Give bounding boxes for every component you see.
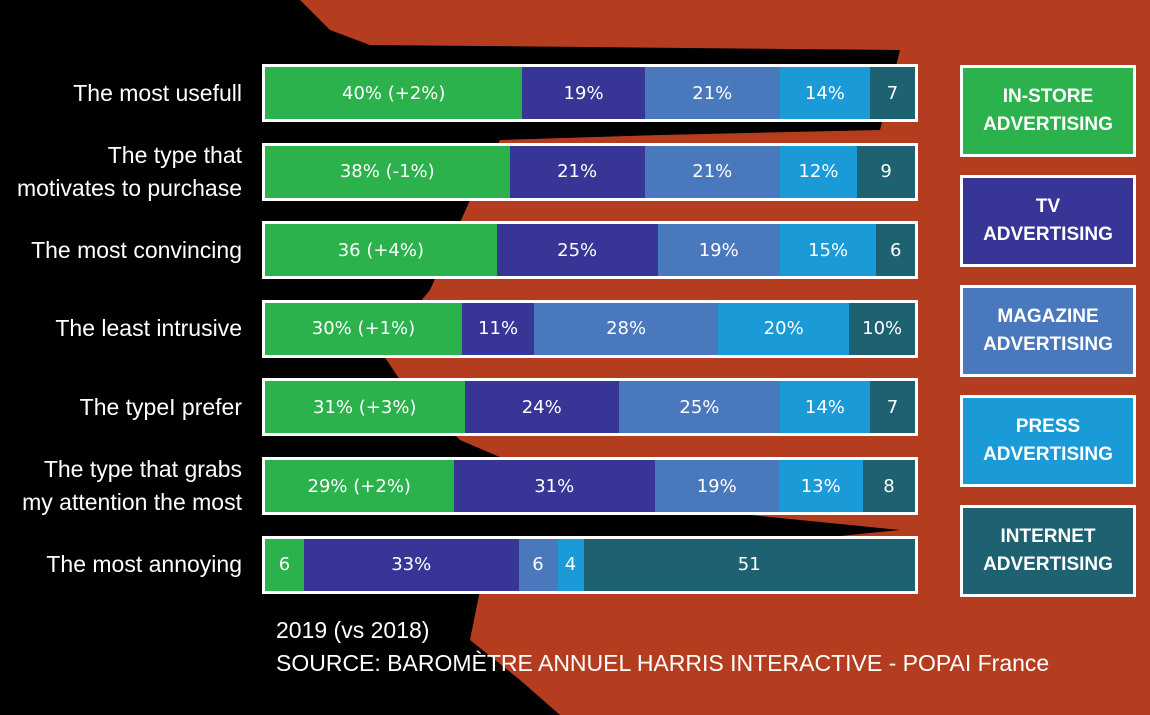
- legend-label: PRESS: [1015, 416, 1081, 437]
- row-label-line: my attention the most: [22, 489, 242, 515]
- bar-segment: 8: [863, 460, 915, 512]
- bar-segment: 19%: [655, 460, 779, 512]
- bar-segment: 4: [557, 538, 584, 591]
- legend-label: ADVERTISING: [983, 334, 1113, 355]
- bar-segment: 30% (+1%): [265, 302, 462, 355]
- bar-segment: 6: [518, 538, 558, 591]
- stacked-bar: 40% (+2%) 19% 21% 14% 7: [262, 64, 918, 122]
- row-label-line: The typeI prefer: [79, 393, 242, 420]
- bar-segment: 31%: [453, 460, 655, 512]
- bar-segment: 19%: [657, 224, 780, 277]
- stacked-bar: 30% (+1%) 11% 28% 20% 10%: [262, 299, 918, 358]
- bar-segment: 25%: [618, 381, 780, 434]
- stacked-bar: 31% (+3%) 24% 25% 14% 7: [262, 378, 918, 437]
- row-label: The most convincing: [0, 234, 242, 267]
- row-label: The most usefull: [0, 77, 242, 110]
- legend-item: TV ADVERTISING: [960, 175, 1136, 267]
- row-label-line: The most convincing: [31, 236, 242, 263]
- row-label: The most annoying: [0, 548, 242, 581]
- stacked-bar: 29% (+2%) 31% 19% 13% 8: [262, 457, 918, 515]
- bar-segment: 11%: [461, 302, 535, 355]
- bar-segment: 21%: [509, 145, 645, 198]
- bar-segment: 6: [876, 224, 915, 277]
- bar-segment: 7: [869, 381, 915, 434]
- bar-segment: 38% (-1%): [265, 145, 510, 198]
- legend-label: ADVERTISING: [983, 224, 1113, 245]
- bar-segment: 12%: [779, 145, 858, 198]
- row-label-line: The most annoying: [46, 551, 242, 578]
- bar-segment: 15%: [779, 224, 877, 277]
- bar-segment: 7: [869, 67, 915, 119]
- stacked-bar: 6 33% 6 4 51: [262, 535, 918, 594]
- bar-segment: 21%: [644, 145, 780, 198]
- legend-label: ADVERTISING: [983, 554, 1113, 575]
- legend-label: INTERNET: [1000, 526, 1096, 547]
- row-label: The type that motivates to purchase: [0, 139, 242, 205]
- bar-segment: 28%: [534, 302, 719, 355]
- bar-segment: 6: [265, 538, 304, 591]
- row-label-line: The least intrusive: [55, 315, 242, 342]
- bar-segment: 25%: [496, 224, 658, 277]
- row-label-line: The most usefull: [73, 79, 242, 106]
- row-label-line: The type that grabs: [43, 456, 242, 482]
- bar-segment: 31% (+3%): [265, 381, 465, 434]
- bar-segment: 21%: [644, 67, 780, 119]
- legend-label: ADVERTISING: [983, 444, 1113, 465]
- legend-item: INTERNET ADVERTISING: [960, 505, 1136, 597]
- stacked-bar: 38% (-1%) 21% 21% 12% 9: [262, 142, 918, 201]
- bar-segment: 24%: [464, 381, 619, 434]
- legend-label: IN-STORE: [1002, 86, 1094, 107]
- bar-segment: 9: [857, 145, 916, 198]
- row-label-line: motivates to purchase: [16, 174, 242, 201]
- bar-segment: 20%: [718, 302, 850, 355]
- bar-segment: 51: [583, 538, 915, 591]
- legend-item: MAGAZINE ADVERTISING: [960, 285, 1136, 377]
- row-label: The typeI prefer: [0, 391, 242, 424]
- bar-segment: 40% (+2%): [265, 67, 523, 119]
- legend-label: ADVERTISING: [983, 114, 1113, 135]
- bar-segment: 14%: [779, 381, 870, 434]
- legend-label: TV: [1035, 196, 1061, 217]
- stacked-bar: 36 (+4%) 25% 19% 15% 6: [262, 221, 918, 280]
- footer-note: 2019 (vs 2018): [276, 617, 430, 643]
- legend-item: PRESS ADVERTISING: [960, 395, 1136, 487]
- legend-item: IN-STORE ADVERTISING: [960, 65, 1136, 157]
- bar-segment: 19%: [522, 67, 645, 119]
- row-label: The type that grabs my attention the most: [0, 453, 242, 519]
- row-label-line: The type that: [107, 141, 242, 168]
- footer-source: SOURCE: BAROMÈTRE ANNUEL HARRIS INTERACT…: [276, 650, 1050, 676]
- bar-segment: 36 (+4%): [265, 224, 497, 277]
- bar-segment: 10%: [849, 302, 915, 355]
- bar-segment: 29% (+2%): [265, 460, 454, 512]
- legend-label: MAGAZINE: [997, 306, 1099, 327]
- bar-segment: 33%: [304, 538, 519, 591]
- row-label: The least intrusive: [0, 312, 242, 345]
- bar-segment: 13%: [778, 460, 863, 512]
- bar-segment: 14%: [779, 67, 870, 119]
